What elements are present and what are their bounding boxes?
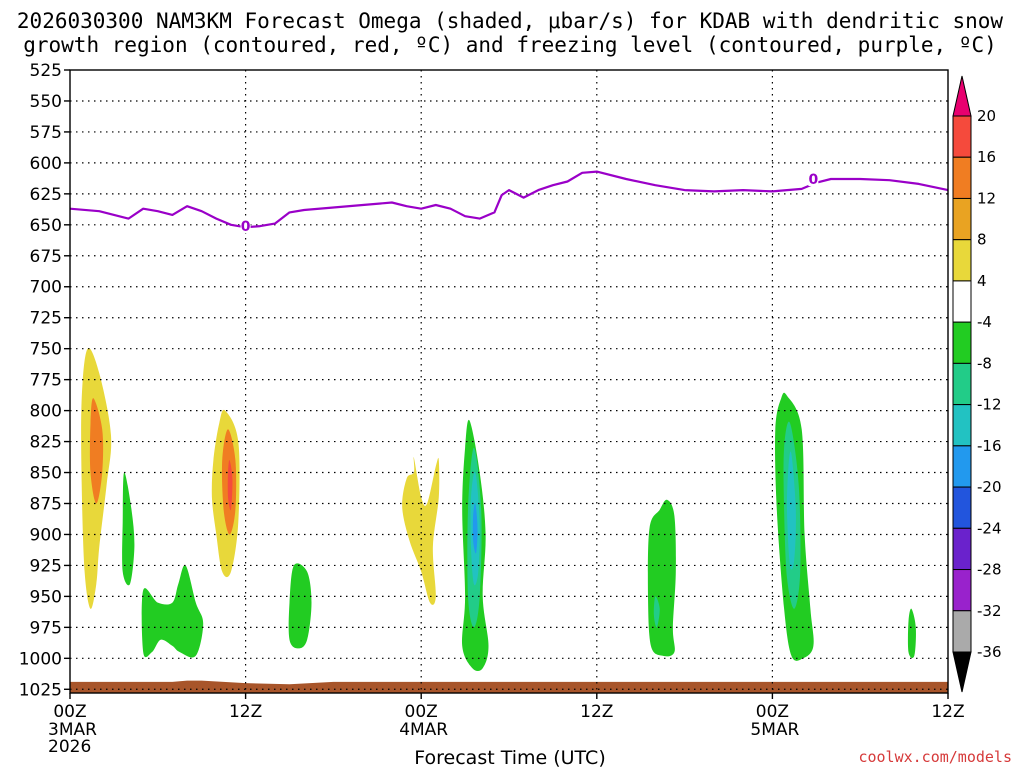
plot-area: 00 [69,69,949,694]
x-tick-label-2: 00Z [405,702,438,722]
x-tick-date-4: 5MAR [750,720,799,740]
colorbar-label-4: 4 [977,272,987,290]
x-tick-label-4: 00Z [756,702,789,722]
y-tick-label-775: 775 [30,371,62,391]
omega-region-red-2 [227,460,233,511]
ground-strip [70,680,948,693]
colorbar-box-6 [952,362,972,406]
freezing-level-label-0: 0 [241,219,251,235]
colorbar-label-7: -12 [977,396,1002,414]
x-tick-date-0: 3MAR [48,720,97,740]
y-tick-label-700: 700 [30,278,62,298]
colorbar-label-13: -36 [977,643,1002,661]
x-tick-year-0: 2026 [48,737,91,757]
y-tick-label-950: 950 [30,587,62,607]
omega-region-blue-4 [472,503,478,554]
omega-region-green-1 [122,472,135,586]
freezing-label-bg-0 [240,219,251,234]
x-tick-label-0: 00Z [53,702,86,722]
freezing-level-label-1: 0 [808,172,818,188]
colorbar-box-11 [952,569,972,612]
colorbar-top-triangle [952,75,972,117]
omega-region-orange-1 [89,398,104,504]
x-tick-label-5: 12Z [931,702,964,722]
y-tick-label-1000: 1000 [19,649,62,669]
chart-title-line1: 2026030300 NAM3KM Forecast Omega (shaded… [17,9,1004,33]
y-tick-label-550: 550 [30,92,62,112]
y-tick-label-975: 975 [30,618,62,638]
omega-region-green-3 [288,563,312,649]
y-tick-label-675: 675 [30,247,62,267]
x-tick-label-3: 12Z [580,702,613,722]
colorbar-box-10 [952,527,972,571]
y-tick-label-875: 875 [30,494,62,514]
colorbar-label-3: 8 [977,231,987,249]
colorbar-bottom-triangle [952,651,972,693]
colorbar-label-12: -32 [977,602,1002,620]
colorbar-box-4 [952,280,972,323]
colorbar-box-0 [952,115,972,158]
colorbar-box-2 [952,197,972,241]
plot-frame [69,69,949,694]
y-tick-label-650: 650 [30,216,62,236]
x-tick-label-1: 12Z [229,702,262,722]
colorbar-box-1 [952,156,972,199]
x-tick-date-2: 4MAR [399,720,448,740]
omega-region-cyan-6 [786,451,796,570]
colorbar-box-3 [952,239,972,282]
colorbar-label-1: 16 [977,148,996,166]
freezing-level-line [69,170,949,229]
y-tick-label-825: 825 [30,433,62,453]
y-tick-label-750: 750 [30,340,62,360]
colorbar-label-5: -4 [977,313,992,331]
y-tick-label-625: 625 [30,185,62,205]
omega-region-green-7 [907,608,916,659]
colorbar-label-6: -8 [977,354,992,372]
colorbar-label-10: -24 [977,519,1002,537]
y-tick-label-800: 800 [30,402,62,422]
colorbar-label-9: -20 [977,478,1002,496]
omega-region-teal-5 [653,596,660,628]
y-tick-label-1025: 1025 [19,680,62,700]
colorbar-label-11: -28 [977,561,1002,579]
y-axis: 525 550 575 600 625 650 675 700 725 750 775 800 825 8… [19,61,70,700]
y-tick-label-575: 575 [30,123,62,143]
y-tick-label-725: 725 [30,309,62,329]
y-tick-label-600: 600 [30,154,62,174]
chart-title-line2: growth region (contoured, red, ºC) and f… [23,33,997,57]
colorbar-box-7 [952,404,972,447]
colorbar-label-0: 20 [977,107,996,125]
x-axis-label: Forecast Time (UTC) [414,747,605,768]
colorbar-label-8: -16 [977,437,1002,455]
omega-region-green-5 [647,499,676,657]
y-tick-label-900: 900 [30,525,62,545]
y-tick-label-850: 850 [30,464,62,484]
colorbar: 20 16 12 8 4 -4 -8 -12 -16 -20 -24 -28 -32 -36 [952,75,1002,693]
colorbar-box-8 [952,445,972,488]
colorbar-box-9 [952,486,972,529]
colorbar-label-2: 12 [977,189,996,207]
freezing-label-bg-1 [808,171,819,186]
omega-region-yellow-3 [402,456,440,605]
credit-text: coolwx.com/models [858,748,1012,766]
colorbar-box-5 [952,321,972,364]
y-tick-label-525: 525 [30,61,62,81]
omega-region-green-2 [141,564,204,658]
y-tick-label-925: 925 [30,556,62,576]
colorbar-box-12 [952,610,972,653]
